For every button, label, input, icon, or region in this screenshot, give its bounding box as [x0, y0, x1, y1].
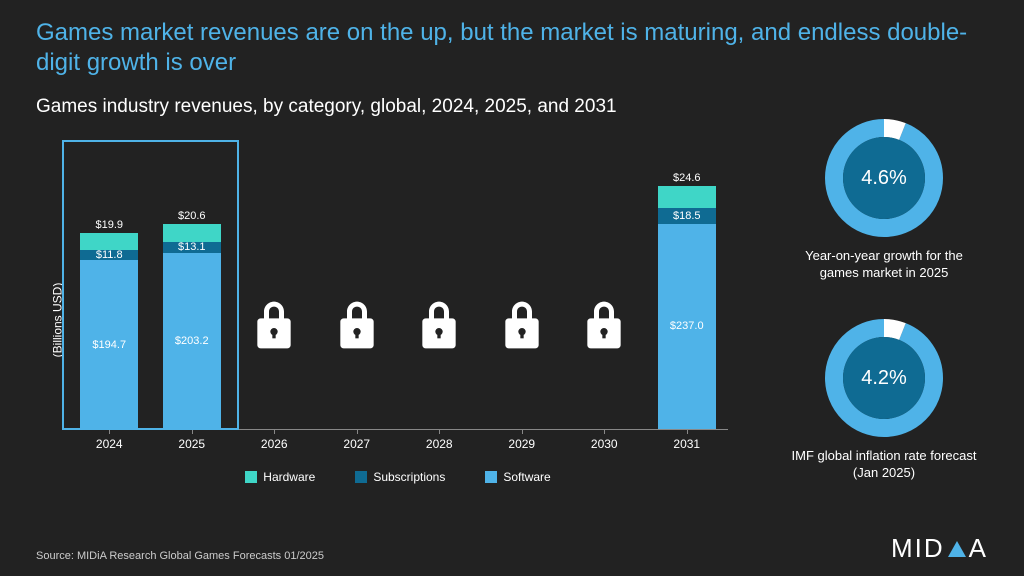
lock-icon — [419, 301, 459, 349]
bar-value-label: $13.1 — [178, 241, 206, 253]
legend-item: Hardware — [245, 470, 315, 484]
bar-segment: $19.9 — [80, 233, 138, 250]
bar-stack: $194.7 $11.8$19.9 — [80, 233, 138, 429]
brand-text-pre: MID — [891, 533, 945, 564]
donut-block: 4.6% Year-on-year growth for the games ma… — [784, 118, 984, 282]
bar-stack: $203.2 $13.1$20.6 — [163, 224, 221, 429]
bar-segment: $237.0 — [658, 224, 716, 429]
bar-column: $237.0$18.5$24.62031 — [646, 170, 729, 429]
brand-text-post: A — [969, 533, 988, 564]
bar-column: 2027 — [316, 170, 399, 429]
x-axis-label: 2026 — [261, 437, 288, 451]
bar-column: 2028 — [398, 170, 481, 429]
lock-icon — [337, 301, 377, 349]
bar-value-label: $237.0 — [670, 320, 704, 332]
x-axis-label: 2027 — [343, 437, 370, 451]
bar-column: $194.7$11.8$19.92024 — [68, 170, 151, 429]
donut-caption: Year-on-year growth for the games market… — [784, 248, 984, 282]
legend-swatch — [485, 471, 497, 483]
lock-icon — [502, 301, 542, 349]
x-axis-label: 2031 — [673, 437, 700, 451]
plot-area: $194.7$11.8$19.92024$203.2$13.1$20.62025… — [68, 170, 728, 430]
donut-chart: 4.2% — [824, 318, 944, 438]
bar-segment: $13.1 — [163, 242, 221, 253]
legend-label: Subscriptions — [373, 470, 445, 484]
source-text: Source: MIDiA Research Global Games Fore… — [36, 550, 324, 562]
bar-segment: $11.8 — [80, 250, 138, 260]
lock-icon — [584, 301, 624, 349]
bar-value-label: $19.9 — [95, 219, 123, 231]
brand-triangle-icon — [948, 541, 966, 557]
x-axis-label: 2024 — [96, 437, 123, 451]
bar-value-label: $18.5 — [673, 210, 701, 222]
bar-column: 2029 — [481, 170, 564, 429]
bar-value-label: $11.8 — [96, 249, 123, 261]
bar-value-label: $203.2 — [175, 335, 209, 347]
bar-column: $203.2$13.1$20.62025 — [151, 170, 234, 429]
donut-value: 4.2% — [824, 318, 944, 438]
bar-stack: $237.0 $18.5 $24.6 — [658, 186, 716, 429]
donut-value: 4.6% — [824, 118, 944, 238]
x-axis-label: 2025 — [178, 437, 205, 451]
lock-icon — [254, 301, 294, 349]
donut-caption: IMF global inflation rate forecast (Jan … — [784, 448, 984, 482]
donut-chart: 4.6% — [824, 118, 944, 238]
bar-segment: $20.6 — [163, 224, 221, 242]
page-title: Games market revenues are on the up, but… — [36, 18, 984, 78]
bar-column: 2030 — [563, 170, 646, 429]
bar-segment: $18.5 — [658, 208, 716, 224]
bar-segment: $194.7 — [80, 260, 138, 429]
legend-item: Subscriptions — [355, 470, 445, 484]
donut-block: 4.2% IMF global inflation rate forecast (… — [784, 318, 984, 482]
legend-item: Software — [485, 470, 550, 484]
bar-value-label: $20.6 — [178, 210, 206, 222]
subtitle: Games industry revenues, by category, gl… — [36, 96, 617, 118]
x-axis-label: 2030 — [591, 437, 618, 451]
x-axis-label: 2029 — [508, 437, 535, 451]
bar-segment: $203.2 — [163, 253, 221, 429]
legend-label: Software — [503, 470, 550, 484]
bar-value-label: $194.7 — [92, 339, 126, 351]
bar-column: 2026 — [233, 170, 316, 429]
legend: Hardware Subscriptions Software — [68, 470, 728, 484]
legend-swatch — [245, 471, 257, 483]
y-axis-label: (Billions USD) — [50, 283, 64, 358]
bar-chart: (Billions USD) $194.7$11.8$19.92024$203.… — [48, 170, 728, 470]
legend-swatch — [355, 471, 367, 483]
x-axis-label: 2028 — [426, 437, 453, 451]
bar-value-label: $24.6 — [673, 172, 701, 184]
legend-label: Hardware — [263, 470, 315, 484]
bar-segment: $24.6 — [658, 186, 716, 207]
brand-logo: MID A — [891, 533, 988, 564]
